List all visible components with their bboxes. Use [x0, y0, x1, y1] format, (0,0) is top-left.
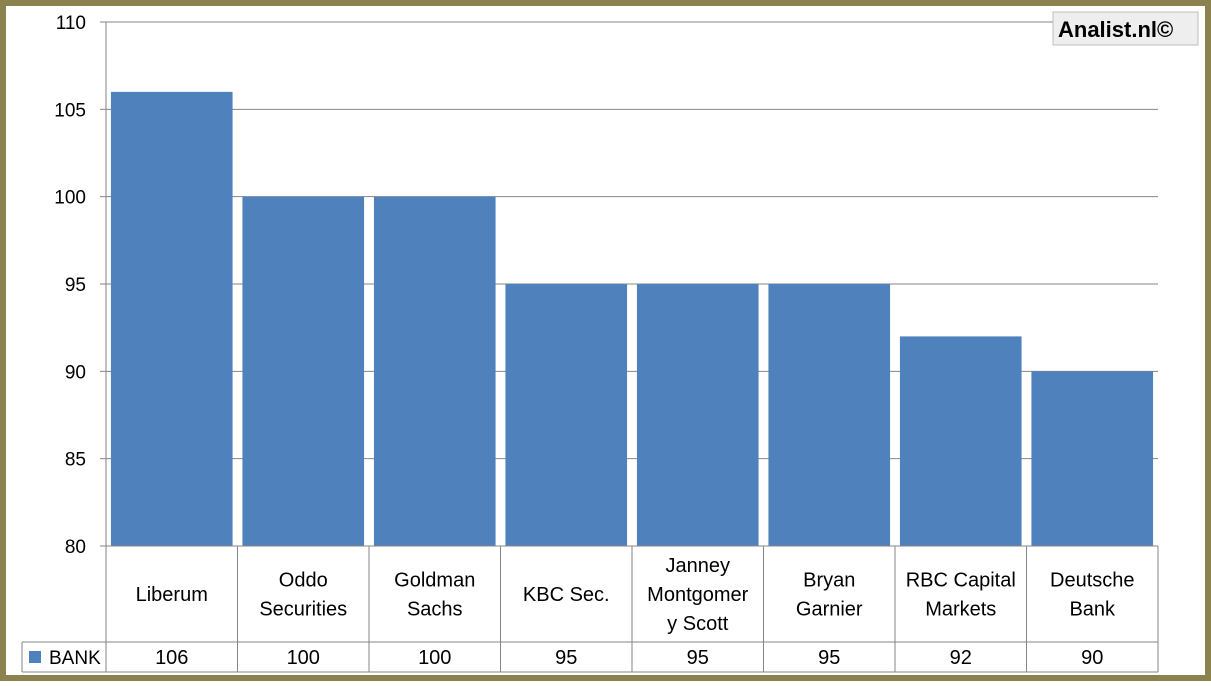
- x-category-label: Oddo Securities: [259, 570, 347, 621]
- y-tick-label: 80: [65, 537, 86, 558]
- bar: [899, 336, 1022, 546]
- x-category-label: KBC Sec.: [523, 584, 610, 606]
- watermark-text: Analist.nl©: [1058, 17, 1173, 42]
- y-axis: 80 85 90 95 100 105 110: [54, 13, 107, 672]
- data-table-value: 95: [555, 647, 577, 669]
- data-table-value: 92: [950, 647, 972, 669]
- bar: [1031, 371, 1154, 546]
- y-tick-label: 95: [65, 275, 86, 296]
- x-category-label: Janney Montgomer y Scott: [647, 555, 748, 635]
- y-tick-label: 90: [65, 362, 86, 383]
- bar: [505, 284, 628, 546]
- x-category-label: Deutsche Bank: [1050, 570, 1135, 621]
- legend-label: BANK: [49, 648, 101, 669]
- x-category-label: Bryan Garnier: [796, 570, 863, 621]
- y-tick-label: 100: [54, 188, 86, 209]
- bar: [110, 91, 233, 546]
- watermark: Analist.nl©: [1052, 11, 1199, 46]
- data-table-value: 90: [1081, 647, 1103, 669]
- legend-swatch: [29, 651, 41, 663]
- x-category-label: Goldman Sachs: [394, 570, 475, 621]
- x-category-label: Liberum: [136, 584, 208, 606]
- data-table: Liberum 106 Oddo Securities 100 Goldman Sachs 1…: [21, 545, 1159, 673]
- y-tick-label: 110: [56, 13, 86, 34]
- data-table-value: 100: [418, 647, 451, 669]
- y-tick-label: 85: [65, 450, 86, 471]
- x-category-label: RBC Capital Markets: [906, 570, 1016, 621]
- bar: [242, 196, 365, 546]
- bar: [636, 284, 759, 546]
- bars: [110, 91, 1154, 546]
- bar: [768, 284, 891, 546]
- watermark-box: [1052, 11, 1199, 46]
- data-table-value: 106: [155, 647, 188, 669]
- data-table-value: 100: [287, 647, 320, 669]
- data-table-value: 95: [687, 647, 709, 669]
- y-tick-label: 105: [54, 100, 86, 121]
- bar: [373, 196, 496, 546]
- data-table-value: 95: [818, 647, 840, 669]
